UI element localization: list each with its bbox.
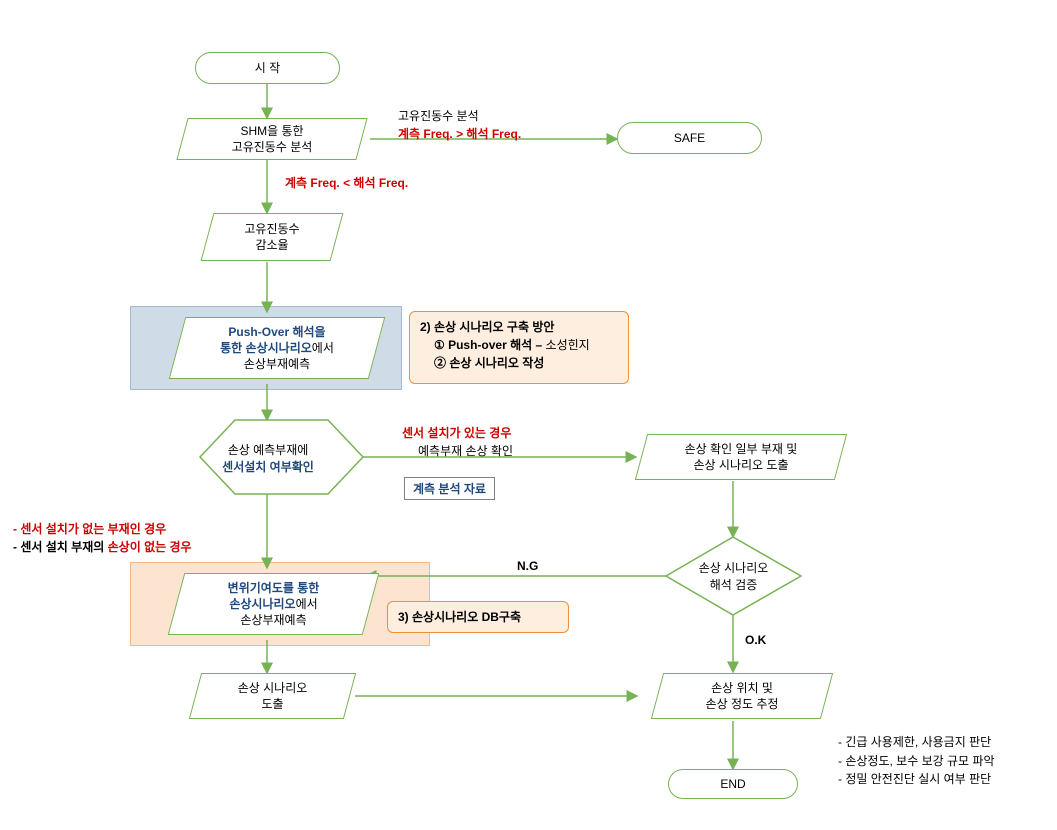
boxed-analysis-data: 계측 분석 자료	[404, 477, 495, 500]
node-estimate: 손상 위치 및 손상 정도 추정	[651, 673, 833, 719]
verify-l1: 손상 시나리오	[699, 559, 769, 576]
label-c-red: 계측 Freq. < 해석 Freq.	[285, 176, 408, 190]
arrows-layer	[0, 0, 1057, 830]
node-reduce: 고유진동수 감소율	[201, 213, 344, 261]
label-sensor-no-2: - 센서 설치 부재의 손상이 없는 경우	[13, 539, 192, 555]
sensor-l1: 손상 예측부재에	[228, 441, 309, 458]
label-sensor-yes2: 예측부재 손상 확인	[418, 443, 513, 459]
node-scenario-out: 손상 시나리오 도출	[189, 673, 356, 719]
node-start-label: 시 작	[255, 60, 280, 76]
reduce-l1: 고유진동수	[244, 221, 299, 237]
callout1-l1: ① Push-over 해석 – 소성힌지	[420, 336, 618, 354]
sensor-l2: 센서설치 여부확인	[222, 458, 314, 475]
label-sensor-no-1: - 센서 설치가 없는 부재인 경우	[13, 521, 166, 537]
shm-l2: 고유진동수 분석	[232, 139, 313, 155]
node-pushover: Push-Over 해석을 통한 손상시나리오에서 손상부재예측	[169, 317, 386, 379]
scenario-out-l1: 손상 시나리오	[238, 680, 308, 696]
scenario-out-l2: 도출	[261, 696, 283, 712]
callout-scenario-build: 2) 손상 시나리오 구축 방안 ① Push-over 해석 – 소성힌지 ②…	[409, 311, 629, 384]
label-freq-lt: 계측 Freq. < 해석 Freq.	[285, 175, 408, 191]
node-sensor-check: 손상 예측부재에 센서설치 여부확인	[200, 420, 335, 495]
callout1-title: 2) 손상 시나리오 구축 방안	[420, 318, 618, 336]
flowchart-canvas: 시 작 SHM을 통한 고유진동수 분석 고유진동수 분석 계측 Freq. >…	[0, 0, 1057, 830]
pushover-l2: 통한 손상시나리오에서	[220, 340, 334, 356]
callout1-l2: ② 손상 시나리오 작성	[420, 354, 618, 372]
label-ok: O.K	[745, 632, 766, 648]
disp-l2: 손상시나리오에서	[229, 596, 317, 612]
estimate-l1: 손상 위치 및	[711, 680, 773, 696]
pushover-l3: 손상부재예측	[244, 356, 310, 372]
node-verify: 손상 시나리오 해석 검증	[666, 537, 801, 615]
verify-l2: 해석 검증	[710, 576, 758, 593]
label-right-notes: - 긴급 사용제한, 사용금지 판단 - 손상정도, 보수 보강 규모 파악 -…	[838, 733, 994, 789]
node-partial: 손상 확인 일부 부재 및 손상 시나리오 도출	[635, 434, 847, 480]
disp-l1: 변위기여도를 통한	[228, 580, 320, 596]
label-freq-gt: 계측 Freq. > 해석 Freq.	[398, 126, 521, 142]
estimate-l2: 손상 정도 추정	[706, 696, 779, 712]
shm-l1: SHM을 통한	[240, 123, 303, 139]
node-safe-label: SAFE	[674, 130, 705, 146]
node-end: END	[668, 769, 798, 799]
node-disp: 변위기여도를 통한 손상시나리오에서 손상부재예측	[168, 573, 380, 635]
partial-l1: 손상 확인 일부 부재 및	[685, 441, 798, 457]
label-sensor-yes: 센서 설치가 있는 경우	[402, 425, 511, 441]
partial-l2: 손상 시나리오 도출	[694, 457, 789, 473]
disp-l3: 손상부재예측	[240, 612, 306, 628]
callout2-title: 3) 손상시나리오 DB구축	[398, 608, 521, 626]
reduce-l2: 감소율	[255, 237, 288, 253]
node-start: 시 작	[195, 52, 340, 84]
node-shm: SHM을 통한 고유진동수 분석	[176, 118, 367, 160]
node-end-label: END	[720, 776, 745, 792]
pushover-l1: Push-Over 해석을	[228, 324, 325, 340]
label-fixed-freq-analysis: 고유진동수 분석	[398, 108, 479, 124]
callout-scenario-db: 3) 손상시나리오 DB구축	[387, 601, 569, 633]
label-ng: N.G	[517, 558, 538, 574]
label-a: 고유진동수 분석	[398, 109, 479, 123]
node-safe: SAFE	[617, 122, 762, 154]
label-b-red: 계측 Freq. > 해석 Freq.	[398, 127, 521, 141]
